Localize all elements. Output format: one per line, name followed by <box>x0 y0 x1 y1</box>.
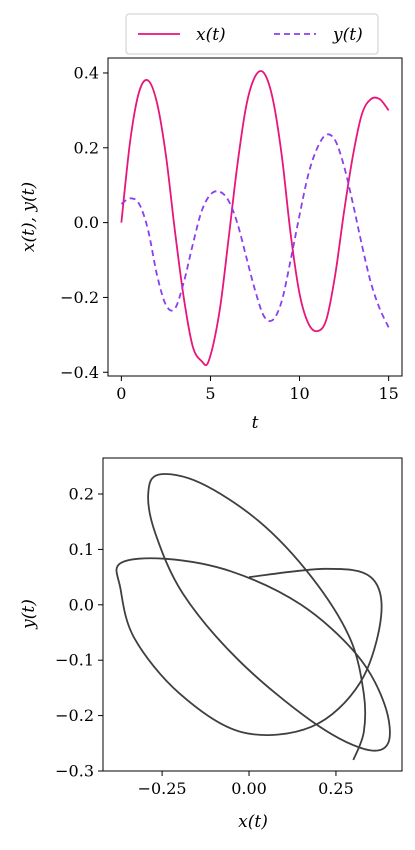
legend-box <box>125 13 379 55</box>
phase-series-line-1 <box>115 473 391 761</box>
plot-frame <box>102 457 403 772</box>
y-tick-label: 0.4 <box>74 63 99 82</box>
plot-frame <box>107 57 403 377</box>
x-axis-label: t <box>252 413 259 433</box>
x-tick-label: 0 <box>116 384 126 403</box>
y-tick-label: 0.1 <box>69 540 94 559</box>
x-axis-label: x(t) <box>238 812 268 832</box>
time-series-line-2 <box>120 133 390 328</box>
y-tick-label: −0.2 <box>60 288 99 307</box>
legend-label-y: y(t) <box>332 25 363 45</box>
x-tick-label: 15 <box>378 384 398 403</box>
phase-plot-chart: −0.25 0.00 0.25 −0.3 −0.2 −0.1 0.0 0.1 0.2 x(t)… <box>19 457 403 832</box>
y-tick-label: 0.2 <box>69 485 94 504</box>
x-tick-label: 0.00 <box>231 779 267 798</box>
x-tick-label: 10 <box>289 384 309 403</box>
y-axis-label: y(t) <box>19 599 39 630</box>
time-series-line-1 <box>120 70 390 367</box>
time-series-chart: 0 5 10 15 −0.4 −0.2 0.0 0.2 0.4 t x(t), y(t) x(… <box>19 13 403 433</box>
y-tick-label: 0.0 <box>74 213 99 232</box>
y-tick-label: −0.1 <box>55 651 94 670</box>
y-tick-label: 0.2 <box>74 138 99 157</box>
y-tick-label: 0.0 <box>69 595 94 614</box>
y-axis-label: x(t), y(t) <box>19 182 39 252</box>
x-tick-label: −0.25 <box>138 779 187 798</box>
x-tick-label: 0.25 <box>318 779 354 798</box>
y-tick-label: −0.2 <box>55 706 94 725</box>
y-tick-label: −0.3 <box>55 762 94 781</box>
legend: x(t) y(t) <box>125 13 379 55</box>
legend-label-x: x(t) <box>196 25 226 45</box>
y-tick-label: −0.4 <box>60 363 99 382</box>
x-tick-label: 5 <box>205 384 215 403</box>
